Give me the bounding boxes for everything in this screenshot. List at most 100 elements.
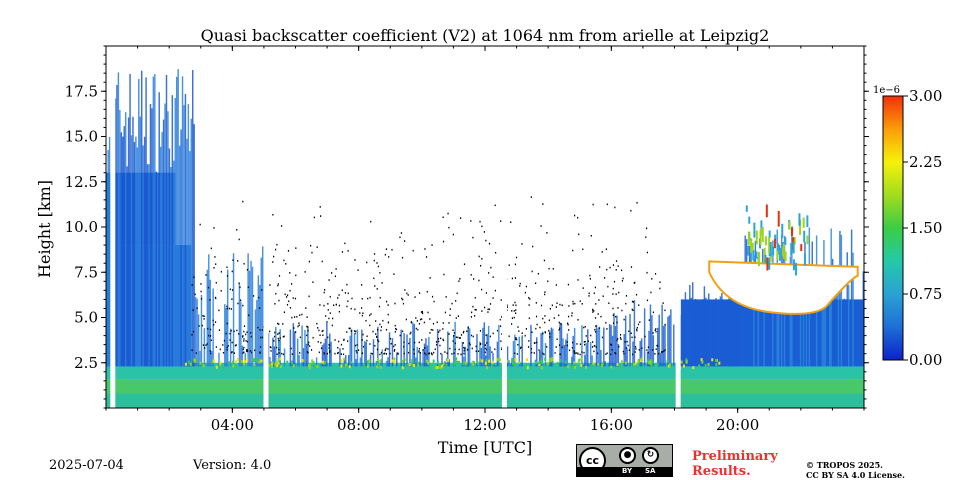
noise-dot <box>577 353 579 355</box>
noise-dot <box>480 342 482 345</box>
bl-top-sparkle <box>189 362 192 366</box>
noise-dot <box>227 345 229 347</box>
noise-dot <box>277 283 279 285</box>
noise-dot <box>356 344 358 346</box>
noise-dot <box>402 330 404 333</box>
noise-dot <box>285 263 287 265</box>
bl-top-sparkle <box>512 361 515 365</box>
noise-dot <box>247 286 249 289</box>
noise-dot <box>597 313 599 315</box>
noise-dot <box>487 311 489 313</box>
noise-dot <box>377 265 379 268</box>
noise-dot <box>584 325 586 328</box>
bl-top-sparkle <box>253 363 256 367</box>
bl-top-sparkle <box>651 360 654 364</box>
signal-column <box>463 356 465 367</box>
signal-column <box>138 78 140 367</box>
noise-dot <box>490 266 492 269</box>
cirrus-streak <box>759 230 762 245</box>
cirrus-streak <box>792 259 795 271</box>
signal-column <box>377 326 379 367</box>
noise-dot <box>558 321 560 324</box>
signal-column <box>705 297 707 367</box>
noise-dot <box>245 333 247 336</box>
noise-dot <box>373 277 375 280</box>
bl-top-sparkle <box>308 366 311 370</box>
bl-top-sparkle <box>682 364 685 368</box>
bl-top-sparkle <box>525 358 528 362</box>
noise-dot <box>611 348 613 351</box>
noise-dot <box>458 348 460 351</box>
noise-dot <box>420 311 423 313</box>
noise-dot <box>230 308 232 310</box>
noise-dot <box>436 321 438 324</box>
noise-dot <box>636 328 638 331</box>
noise-dot <box>259 307 261 309</box>
noise-dot <box>606 268 608 271</box>
signal-column <box>447 331 449 367</box>
signal-column <box>171 95 174 367</box>
noise-dot <box>395 328 398 331</box>
noise-dot <box>594 331 597 333</box>
noise-dot <box>429 277 431 279</box>
y-tick-label: 5.0 <box>74 309 98 327</box>
bl-top-sparkle <box>243 359 246 363</box>
signal-column <box>683 310 685 367</box>
signal-column <box>186 138 188 367</box>
noise-dot <box>518 330 520 332</box>
noise-dot <box>325 315 327 317</box>
noise-dot <box>536 323 538 326</box>
noise-dot <box>322 329 324 332</box>
noise-dot <box>555 284 557 286</box>
noise-dot <box>348 327 350 330</box>
noise-dot <box>576 343 578 345</box>
signal-column <box>658 314 660 367</box>
noise-dot <box>579 343 582 346</box>
noise-dot <box>619 336 622 339</box>
bl-top-sparkle <box>634 364 637 368</box>
noise-dot <box>418 292 421 294</box>
noise-dot <box>286 294 289 297</box>
noise-dot <box>618 345 620 348</box>
signal-column <box>108 136 111 367</box>
noise-dot <box>664 309 666 312</box>
signal-column <box>694 298 697 367</box>
noise-dot <box>195 352 197 354</box>
signal-column <box>183 105 185 367</box>
signal-column <box>496 341 499 367</box>
signal-column <box>349 335 351 367</box>
bl-top-sparkle <box>377 362 380 366</box>
colorbar-tick-label: 0.75 <box>909 285 942 303</box>
noise-dot <box>220 270 222 273</box>
signal-column <box>273 346 276 367</box>
cirrus-streak <box>747 231 750 245</box>
noise-dot <box>250 335 252 338</box>
noise-dot <box>639 321 641 323</box>
noise-dot <box>500 299 502 301</box>
bl-top-sparkle <box>453 362 456 366</box>
bl-top-sparkle <box>484 362 487 366</box>
noise-dot <box>400 232 403 234</box>
x-axis-label: Time [UTC] <box>438 438 532 457</box>
signal-column <box>807 295 809 367</box>
noise-dot <box>520 346 522 349</box>
noise-dot <box>282 353 285 356</box>
cirrus-streak <box>790 227 793 237</box>
signal-column <box>734 284 736 367</box>
bl-top-sparkle <box>704 363 707 367</box>
noise-dot <box>469 343 471 346</box>
bl-top-sparkle <box>666 359 669 363</box>
noise-dot <box>463 352 465 355</box>
cirrus-streak <box>790 243 793 256</box>
noise-dot <box>277 322 279 325</box>
signal-column <box>587 329 589 367</box>
bl-top-sparkle <box>376 365 379 369</box>
noise-dot <box>517 326 519 328</box>
attribution-person-icon: ● <box>619 447 636 464</box>
noise-dot <box>491 351 493 353</box>
noise-dot <box>289 289 291 292</box>
bl-top-sparkle <box>401 366 404 370</box>
noise-dot <box>652 332 654 334</box>
noise-dot <box>344 292 347 294</box>
noise-dot <box>418 347 421 350</box>
